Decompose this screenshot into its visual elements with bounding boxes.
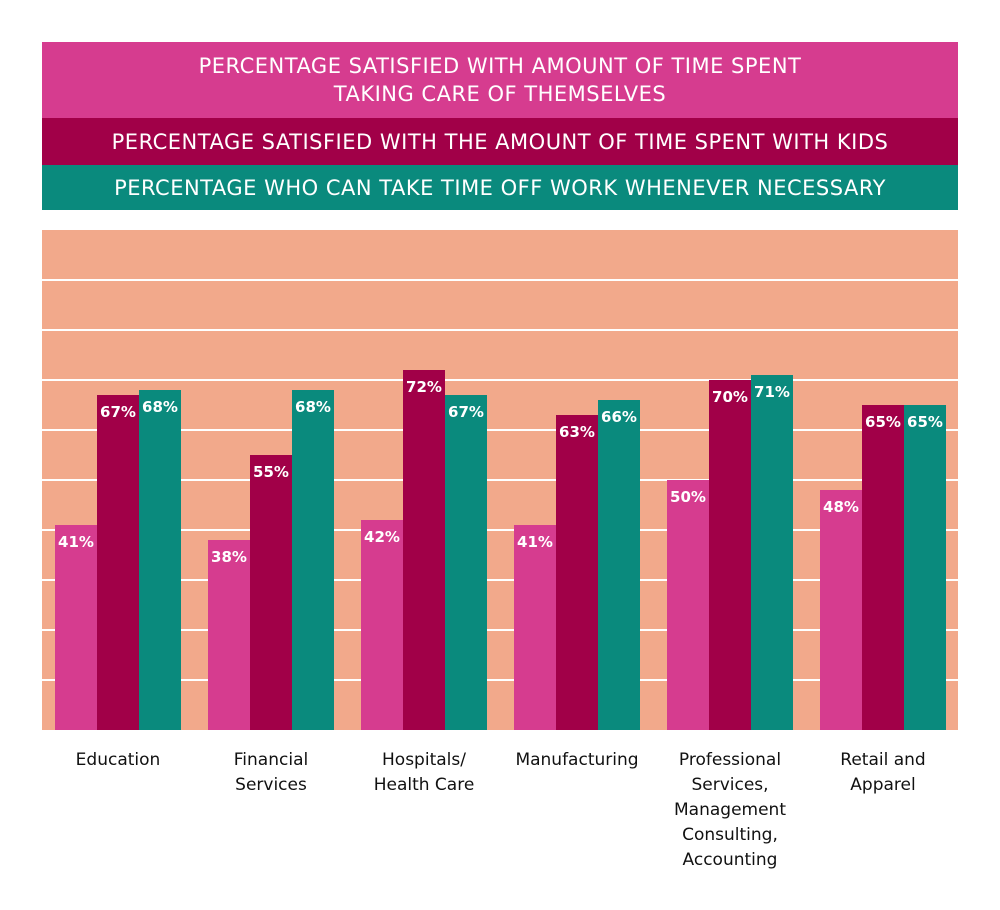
- data-label: 72%: [406, 378, 442, 396]
- data-label: 48%: [823, 498, 859, 516]
- data-label: 50%: [670, 488, 706, 506]
- category-label: Manufacturing: [515, 750, 639, 770]
- data-label: 63%: [559, 423, 595, 441]
- data-label: 66%: [601, 408, 637, 426]
- bar: [514, 525, 556, 730]
- bar: [445, 395, 487, 730]
- category-label: Professional Services, Management Consultin…: [674, 750, 786, 870]
- bar: [139, 390, 181, 730]
- bar: [709, 380, 751, 730]
- bar: [361, 520, 403, 730]
- data-label: 38%: [211, 548, 247, 566]
- bar: [208, 540, 250, 730]
- bar: [292, 390, 334, 730]
- data-label: 65%: [907, 413, 943, 431]
- bar: [751, 375, 793, 730]
- bar: [97, 395, 139, 730]
- bar: [667, 480, 709, 730]
- data-label: 65%: [865, 413, 901, 431]
- data-label: 41%: [58, 533, 94, 551]
- category-label: Education: [75, 750, 161, 770]
- data-label: 67%: [448, 403, 484, 421]
- data-label: 55%: [253, 463, 289, 481]
- data-label: 70%: [712, 388, 748, 406]
- bar: [55, 525, 97, 730]
- bar: [556, 415, 598, 730]
- data-label: 42%: [364, 528, 400, 546]
- bar: [598, 400, 640, 730]
- legend-entry-1: PERCENTAGE SATISFIED WITH THE AMOUNT OF …: [42, 118, 958, 165]
- legend-label: PERCENTAGE SATISFIED WITH AMOUNT OF TIME…: [198, 54, 802, 78]
- bar: [862, 405, 904, 730]
- bar: [904, 405, 946, 730]
- legend-label: PERCENTAGE WHO CAN TAKE TIME OFF WORK WH…: [114, 175, 886, 200]
- data-label: 68%: [142, 398, 178, 416]
- data-label: 68%: [295, 398, 331, 416]
- category-label: Financial Services: [233, 750, 309, 795]
- bar: [250, 455, 292, 730]
- legend-entry-2: PERCENTAGE WHO CAN TAKE TIME OFF WORK WH…: [42, 165, 958, 210]
- bar: [820, 490, 862, 730]
- data-label: 67%: [100, 403, 136, 421]
- legend-entry-0: PERCENTAGE SATISFIED WITH AMOUNT OF TIME…: [42, 42, 958, 118]
- data-label: 41%: [517, 533, 553, 551]
- category-label: Retail and Apparel: [840, 750, 926, 795]
- data-label: 71%: [754, 383, 790, 401]
- legend-label: PERCENTAGE SATISFIED WITH THE AMOUNT OF …: [111, 129, 889, 154]
- legend-label: TAKING CARE OF THEMSELVES: [333, 82, 667, 106]
- bar: [403, 370, 445, 730]
- category-label: Hospitals/Health Care: [373, 750, 475, 795]
